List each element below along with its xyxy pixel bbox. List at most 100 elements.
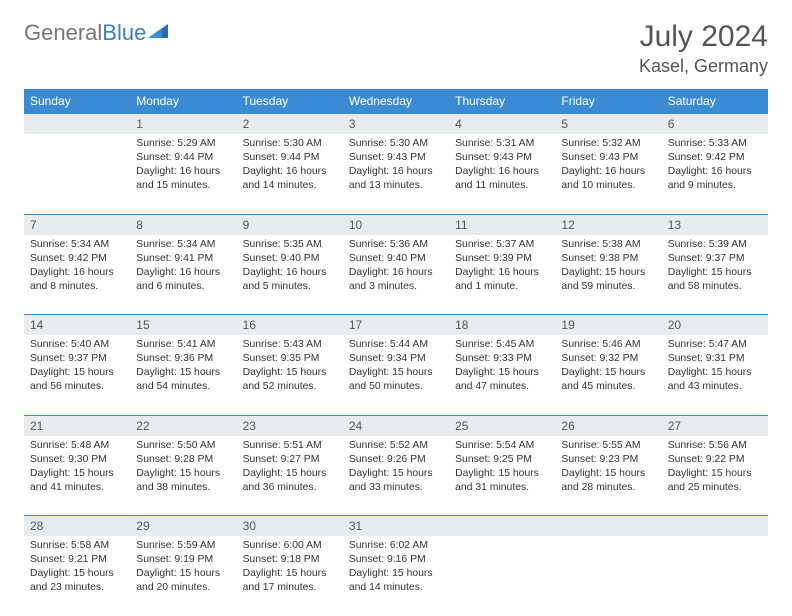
- weekday-header: Friday: [555, 89, 661, 114]
- daylight-text: Daylight: 15 hours and 45 minutes.: [561, 366, 655, 394]
- daylight-text: Daylight: 16 hours and 10 minutes.: [561, 165, 655, 193]
- day-number-cell: 27: [662, 415, 768, 436]
- sunset-text: Sunset: 9:37 PM: [668, 252, 762, 266]
- title-block: July 2024 Kasel, Germany: [639, 20, 768, 77]
- sunrise-text: Sunrise: 5:40 AM: [30, 338, 124, 352]
- day-number-cell: 24: [343, 415, 449, 436]
- weekday-header: Tuesday: [237, 89, 343, 114]
- header: GeneralBlue July 2024 Kasel, Germany: [24, 20, 768, 77]
- day-data: Sunrise: 5:30 AMSunset: 9:44 PMDaylight:…: [237, 134, 343, 199]
- sunrise-text: Sunrise: 5:52 AM: [349, 439, 443, 453]
- day-data: Sunrise: 5:32 AMSunset: 9:43 PMDaylight:…: [555, 134, 661, 199]
- sunrise-text: Sunrise: 5:50 AM: [136, 439, 230, 453]
- day-data-cell: Sunrise: 5:48 AMSunset: 9:30 PMDaylight:…: [24, 436, 130, 516]
- day-number-cell: 9: [237, 214, 343, 235]
- sunset-text: Sunset: 9:21 PM: [30, 553, 124, 567]
- day-data-row: Sunrise: 5:34 AMSunset: 9:42 PMDaylight:…: [24, 235, 768, 315]
- day-number-cell: 12: [555, 214, 661, 235]
- day-number-cell: [24, 114, 130, 135]
- day-data: Sunrise: 5:39 AMSunset: 9:37 PMDaylight:…: [662, 235, 768, 300]
- day-number: 20: [662, 315, 768, 335]
- day-number-cell: 20: [662, 315, 768, 336]
- day-number: 18: [449, 315, 555, 335]
- daylight-text: Daylight: 15 hours and 28 minutes.: [561, 467, 655, 495]
- day-number-cell: 18: [449, 315, 555, 336]
- daylight-text: Daylight: 16 hours and 8 minutes.: [30, 266, 124, 294]
- day-number: 22: [130, 416, 236, 436]
- sunrise-text: Sunrise: 5:44 AM: [349, 338, 443, 352]
- day-number: 9: [237, 215, 343, 235]
- day-number: 25: [449, 416, 555, 436]
- day-number: 4: [449, 114, 555, 134]
- sunset-text: Sunset: 9:34 PM: [349, 352, 443, 366]
- day-data-cell: Sunrise: 5:55 AMSunset: 9:23 PMDaylight:…: [555, 436, 661, 516]
- sunrise-text: Sunrise: 5:30 AM: [349, 137, 443, 151]
- sunset-text: Sunset: 9:27 PM: [243, 453, 337, 467]
- day-data: Sunrise: 5:33 AMSunset: 9:42 PMDaylight:…: [662, 134, 768, 199]
- sunrise-text: Sunrise: 6:00 AM: [243, 539, 337, 553]
- sunset-text: Sunset: 9:31 PM: [668, 352, 762, 366]
- day-number-cell: 6: [662, 114, 768, 135]
- day-data-row: Sunrise: 5:40 AMSunset: 9:37 PMDaylight:…: [24, 335, 768, 415]
- day-data: Sunrise: 5:35 AMSunset: 9:40 PMDaylight:…: [237, 235, 343, 300]
- day-data-cell: Sunrise: 5:50 AMSunset: 9:28 PMDaylight:…: [130, 436, 236, 516]
- daylight-text: Daylight: 15 hours and 23 minutes.: [30, 567, 124, 595]
- day-data: Sunrise: 5:46 AMSunset: 9:32 PMDaylight:…: [555, 335, 661, 400]
- month-title: July 2024: [639, 20, 768, 54]
- day-data-cell: Sunrise: 5:45 AMSunset: 9:33 PMDaylight:…: [449, 335, 555, 415]
- weekday-header: Monday: [130, 89, 236, 114]
- day-data: Sunrise: 5:30 AMSunset: 9:43 PMDaylight:…: [343, 134, 449, 199]
- day-data-cell: Sunrise: 5:36 AMSunset: 9:40 PMDaylight:…: [343, 235, 449, 315]
- sunset-text: Sunset: 9:30 PM: [30, 453, 124, 467]
- day-data-cell: Sunrise: 5:43 AMSunset: 9:35 PMDaylight:…: [237, 335, 343, 415]
- sunrise-text: Sunrise: 5:32 AM: [561, 137, 655, 151]
- daylight-text: Daylight: 15 hours and 54 minutes.: [136, 366, 230, 394]
- day-number: 19: [555, 315, 661, 335]
- day-number: 28: [24, 516, 130, 536]
- logo-text-2: Blue: [102, 20, 146, 46]
- day-data-cell: [449, 536, 555, 616]
- day-number-row: 28293031: [24, 516, 768, 537]
- day-number-cell: 10: [343, 214, 449, 235]
- day-data-cell: Sunrise: 5:41 AMSunset: 9:36 PMDaylight:…: [130, 335, 236, 415]
- daylight-text: Daylight: 15 hours and 14 minutes.: [349, 567, 443, 595]
- day-data-cell: Sunrise: 5:52 AMSunset: 9:26 PMDaylight:…: [343, 436, 449, 516]
- day-data-cell: Sunrise: 5:46 AMSunset: 9:32 PMDaylight:…: [555, 335, 661, 415]
- sunrise-text: Sunrise: 5:56 AM: [668, 439, 762, 453]
- day-number-cell: 8: [130, 214, 236, 235]
- day-data: Sunrise: 5:58 AMSunset: 9:21 PMDaylight:…: [24, 536, 130, 601]
- day-data-row: Sunrise: 5:29 AMSunset: 9:44 PMDaylight:…: [24, 134, 768, 214]
- daylight-text: Daylight: 15 hours and 43 minutes.: [668, 366, 762, 394]
- sunset-text: Sunset: 9:23 PM: [561, 453, 655, 467]
- day-number: 7: [24, 215, 130, 235]
- daylight-text: Daylight: 16 hours and 11 minutes.: [455, 165, 549, 193]
- daylight-text: Daylight: 15 hours and 31 minutes.: [455, 467, 549, 495]
- day-number-cell: 15: [130, 315, 236, 336]
- sunrise-text: Sunrise: 5:31 AM: [455, 137, 549, 151]
- daylight-text: Daylight: 15 hours and 58 minutes.: [668, 266, 762, 294]
- day-data: Sunrise: 5:59 AMSunset: 9:19 PMDaylight:…: [130, 536, 236, 601]
- day-data: Sunrise: 5:43 AMSunset: 9:35 PMDaylight:…: [237, 335, 343, 400]
- weekday-header: Saturday: [662, 89, 768, 114]
- day-data-cell: Sunrise: 5:30 AMSunset: 9:43 PMDaylight:…: [343, 134, 449, 214]
- day-number: 24: [343, 416, 449, 436]
- day-data-cell: Sunrise: 5:54 AMSunset: 9:25 PMDaylight:…: [449, 436, 555, 516]
- day-data-cell: Sunrise: 5:47 AMSunset: 9:31 PMDaylight:…: [662, 335, 768, 415]
- day-data: Sunrise: 5:55 AMSunset: 9:23 PMDaylight:…: [555, 436, 661, 501]
- weekday-header: Wednesday: [343, 89, 449, 114]
- sunrise-text: Sunrise: 5:46 AM: [561, 338, 655, 352]
- weekday-header: Sunday: [24, 89, 130, 114]
- day-number: 21: [24, 416, 130, 436]
- day-data-cell: Sunrise: 5:58 AMSunset: 9:21 PMDaylight:…: [24, 536, 130, 616]
- sunrise-text: Sunrise: 6:02 AM: [349, 539, 443, 553]
- day-number-row: 14151617181920: [24, 315, 768, 336]
- daylight-text: Daylight: 15 hours and 52 minutes.: [243, 366, 337, 394]
- day-data: Sunrise: 6:00 AMSunset: 9:18 PMDaylight:…: [237, 536, 343, 601]
- day-number-cell: 1: [130, 114, 236, 135]
- day-number: 14: [24, 315, 130, 335]
- day-data: Sunrise: 6:02 AMSunset: 9:16 PMDaylight:…: [343, 536, 449, 601]
- day-data-cell: Sunrise: 5:29 AMSunset: 9:44 PMDaylight:…: [130, 134, 236, 214]
- day-number-row: 78910111213: [24, 214, 768, 235]
- day-data-cell: Sunrise: 5:40 AMSunset: 9:37 PMDaylight:…: [24, 335, 130, 415]
- day-data-cell: [555, 536, 661, 616]
